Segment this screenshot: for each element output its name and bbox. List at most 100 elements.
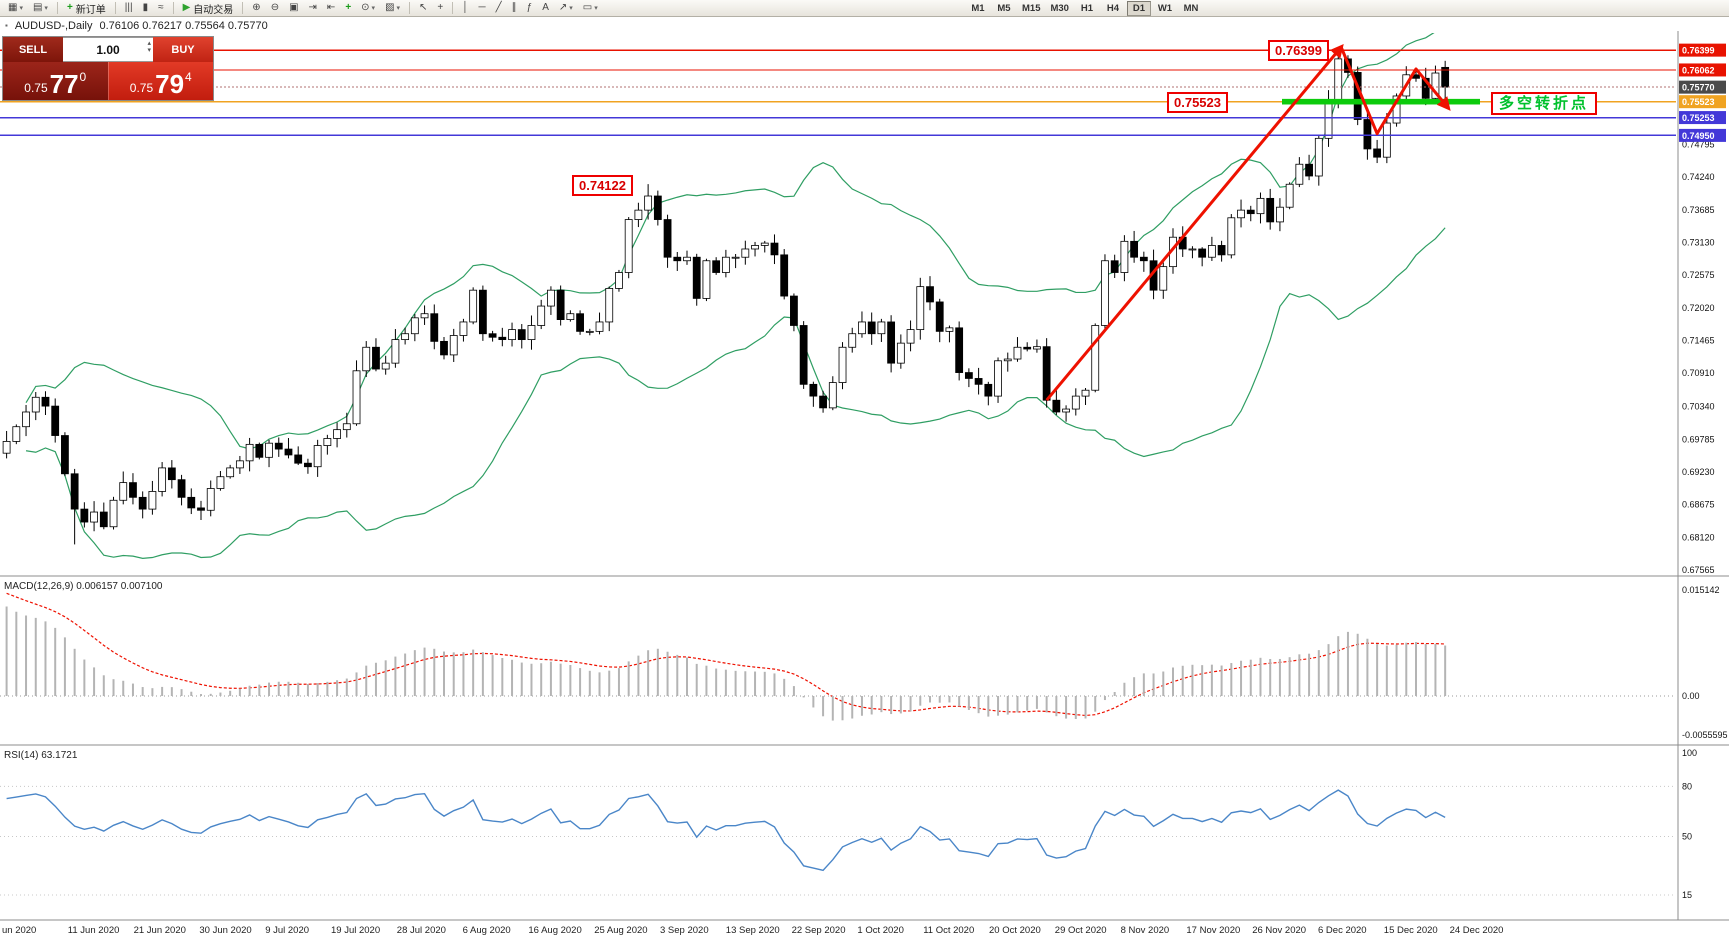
new-chart-button[interactable]: ▦ ▾ bbox=[4, 1, 27, 15]
dropdown-arrow-icon: ▾ bbox=[371, 5, 376, 12]
fibonacci-button[interactable]: ƒ bbox=[523, 1, 537, 15]
svg-text:0.75770: 0.75770 bbox=[1682, 83, 1715, 93]
shapes-button[interactable]: ▭ ▾ bbox=[579, 1, 602, 15]
indicators-button[interactable]: + bbox=[341, 1, 355, 15]
buy-price-button[interactable]: 0.75 79 4 bbox=[107, 62, 213, 100]
cursor-button[interactable]: ↖ bbox=[415, 1, 431, 15]
svg-text:16 Aug 2020: 16 Aug 2020 bbox=[528, 925, 581, 936]
vertical-line-button[interactable]: │ bbox=[458, 1, 472, 15]
line-chart-button[interactable]: ≈ bbox=[154, 1, 168, 15]
svg-text:0.76399: 0.76399 bbox=[1682, 46, 1715, 56]
chart-shift-icon: ⇤ bbox=[326, 2, 336, 13]
zoom-in-icon: ⊕ bbox=[252, 2, 261, 13]
svg-text:0.69230: 0.69230 bbox=[1682, 467, 1715, 477]
dropdown-arrow-icon: ▾ bbox=[44, 5, 48, 12]
volume-spinner[interactable]: ▴ ▾ bbox=[147, 40, 151, 54]
svg-text:-0.0055595: -0.0055595 bbox=[1682, 730, 1728, 740]
turning-point-label[interactable]: 多空转折点 bbox=[1491, 92, 1598, 115]
timeframe-w1[interactable]: W1 bbox=[1157, 3, 1173, 14]
price-tag-0.74950 bbox=[1679, 128, 1726, 142]
zoom-out-icon: ⊖ bbox=[270, 2, 280, 13]
price-scale[interactable]: 0.74795 0.74240 0.73685 0.73130 0.72575 0.720… bbox=[1679, 43, 1726, 575]
svg-text:0.69785: 0.69785 bbox=[1682, 434, 1715, 444]
auto-scroll-button[interactable]: ⇥ bbox=[305, 1, 321, 15]
timeframe-d1[interactable]: D1 bbox=[1126, 1, 1151, 16]
date-axis[interactable]: un 2020 11 Jun 2020 21 Jun 2020 30 Jun 2020… bbox=[2, 925, 1503, 936]
horizontal-line-button[interactable]: ─ bbox=[475, 1, 490, 15]
toolbar-separator bbox=[242, 2, 244, 14]
timeframe-m30[interactable]: M30 bbox=[1050, 3, 1069, 14]
candle-chart-button[interactable]: ▮ bbox=[139, 1, 153, 15]
price-annotation-mid[interactable]: 0.75523 bbox=[1167, 92, 1228, 113]
timeframe-h4[interactable]: H4 bbox=[1106, 3, 1120, 14]
new-order-button[interactable]: + 新订单 bbox=[63, 1, 110, 16]
horizontal-line-icon: ─ bbox=[478, 2, 486, 13]
trendline-button[interactable]: ╱ bbox=[492, 1, 506, 15]
svg-text:11 Oct 2020: 11 Oct 2020 bbox=[923, 925, 974, 936]
chart-ohlc-values: 0.76106 0.76217 0.75564 0.75770 bbox=[99, 19, 268, 32]
toolbar-separator bbox=[56, 2, 58, 14]
crosshair-button[interactable]: + bbox=[433, 1, 447, 15]
templates-button[interactable]: ▨ ▾ bbox=[381, 1, 404, 15]
bid-price-big: 77 bbox=[49, 68, 79, 99]
volume-up-icon[interactable]: ▴ bbox=[147, 40, 151, 47]
svg-text:0.68120: 0.68120 bbox=[1682, 532, 1715, 542]
tile-windows-icon: ▣ bbox=[289, 2, 299, 13]
svg-text:22 Sep 2020: 22 Sep 2020 bbox=[792, 925, 846, 936]
main-toolbar: ▦ ▾ ▤ ▾ + 新订单 ||| ▮ ≈ ▶ 自动交易 ⊕ ⊖ ▣ ⇥ ⇤ + ⊙ ▾ ▨ ▾ ↖ + │ ─ ╱ ∥ ƒ A ↗ ▾ ▭ ▾… bbox=[0, 0, 1729, 17]
sell-button[interactable]: SELL bbox=[3, 37, 63, 62]
text-button[interactable]: A bbox=[538, 1, 553, 15]
arrows-button[interactable]: ↗ ▾ bbox=[555, 1, 577, 15]
autotrading-icon: ▶ bbox=[182, 2, 191, 13]
zoom-in-button[interactable]: ⊕ bbox=[248, 1, 264, 15]
bar-chart-button[interactable]: ||| bbox=[121, 1, 137, 15]
periods-button[interactable]: ⊙ ▾ bbox=[357, 1, 379, 15]
candlestick-series bbox=[2, 50, 1450, 545]
candle-chart-icon: ▮ bbox=[142, 2, 149, 13]
svg-text:un 2020: un 2020 bbox=[2, 925, 36, 936]
new-chart-icon: ▦ bbox=[8, 2, 18, 13]
timeframe-m5[interactable]: M5 bbox=[997, 3, 1011, 14]
volume-down-icon[interactable]: ▾ bbox=[147, 47, 151, 54]
trend-arrows[interactable] bbox=[1045, 44, 1451, 402]
chart-profiles-button[interactable]: ▤ ▾ bbox=[29, 1, 52, 15]
price-tag-0.75253 bbox=[1679, 111, 1726, 125]
svg-text:0.75253: 0.75253 bbox=[1682, 113, 1715, 123]
chart-plot-area[interactable] bbox=[0, 31, 1676, 920]
svg-text:11 Jun 2020: 11 Jun 2020 bbox=[68, 925, 120, 936]
periods-icon: ⊙ bbox=[361, 2, 370, 13]
price-annotation-peak[interactable]: 0.74122 bbox=[572, 175, 633, 196]
sell-price-button[interactable]: 0.75 77 0 bbox=[3, 62, 108, 100]
volume-input[interactable]: 1.00 ▴ ▾ bbox=[63, 37, 153, 62]
rsi-label: RSI(14) 63.1721 bbox=[4, 750, 78, 761]
cursor-icon: ↖ bbox=[419, 2, 428, 13]
svg-text:0.73130: 0.73130 bbox=[1682, 238, 1715, 248]
bollinger-bands bbox=[25, 29, 1446, 559]
svg-text:0.70340: 0.70340 bbox=[1682, 402, 1715, 412]
timeframe-m1[interactable]: M1 bbox=[971, 3, 985, 14]
svg-text:0.73685: 0.73685 bbox=[1682, 205, 1715, 215]
svg-text:0.68675: 0.68675 bbox=[1682, 500, 1715, 510]
timeframe-mn[interactable]: MN bbox=[1183, 3, 1199, 14]
support-line[interactable] bbox=[1282, 98, 1480, 105]
dropdown-arrow-icon: ▾ bbox=[594, 5, 598, 12]
timeframe-m15[interactable]: M15 bbox=[1022, 3, 1041, 14]
autotrading-button[interactable]: ▶ 自动交易 bbox=[179, 1, 238, 16]
chart-shift-button[interactable]: ⇤ bbox=[323, 1, 339, 15]
level-lines bbox=[0, 49, 1676, 137]
svg-text:6 Aug 2020: 6 Aug 2020 bbox=[463, 925, 511, 936]
tile-windows-button[interactable]: ▣ bbox=[285, 1, 302, 15]
indicators-icon: + bbox=[345, 2, 352, 13]
buy-button[interactable]: BUY bbox=[153, 37, 213, 62]
zoom-out-button[interactable]: ⊖ bbox=[267, 1, 283, 15]
svg-text:24 Dec 2020: 24 Dec 2020 bbox=[1450, 925, 1504, 936]
fibonacci-icon: ƒ bbox=[526, 2, 533, 13]
ask-price-sup: 4 bbox=[185, 70, 192, 84]
macd-histogram bbox=[5, 606, 1447, 721]
svg-text:9 Jul 2020: 9 Jul 2020 bbox=[265, 925, 309, 936]
auto-scroll-icon: ⇥ bbox=[308, 2, 317, 13]
timeframe-h1[interactable]: H1 bbox=[1080, 3, 1094, 14]
price-annotation-high[interactable]: 0.76399 bbox=[1268, 40, 1329, 61]
channel-button[interactable]: ∥ bbox=[508, 1, 521, 15]
svg-text:15: 15 bbox=[1682, 890, 1692, 900]
